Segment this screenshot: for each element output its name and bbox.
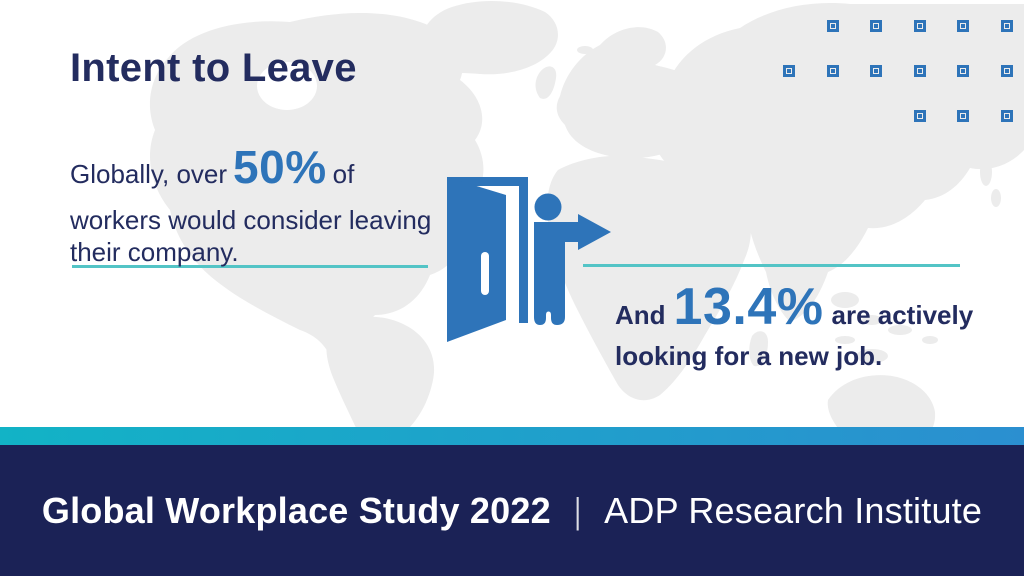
page-title: Intent to Leave bbox=[70, 46, 357, 90]
stat-left-line2: workers would consider leaving bbox=[70, 205, 432, 235]
decor-square-icon bbox=[1000, 110, 1013, 122]
stat-right-value: 13.4% bbox=[673, 278, 824, 336]
stat-consider-leaving: Globally, over 50% of workers would consid… bbox=[70, 142, 450, 268]
stat-left-line1: Globally, over 50% of bbox=[70, 142, 450, 204]
decor-square-icon bbox=[957, 65, 969, 77]
door-frame-shape bbox=[447, 177, 528, 323]
stat-left-line3: their company. bbox=[70, 237, 239, 267]
divider-line-left bbox=[72, 265, 428, 268]
stat-right-line1: And 13.4% are actively bbox=[615, 281, 1015, 343]
person-body-shape bbox=[534, 222, 565, 325]
footer-org: ADP Research Institute bbox=[604, 489, 983, 531]
stat-right-pre: And bbox=[615, 300, 666, 330]
decor-square-icon bbox=[957, 20, 969, 32]
stat-actively-looking: And 13.4% are actively looking for a new j… bbox=[615, 281, 1015, 371]
divider-line-right bbox=[583, 264, 960, 267]
door-panel-shape bbox=[447, 177, 506, 342]
decor-squares bbox=[783, 20, 1024, 155]
decor-square-icon bbox=[1000, 65, 1013, 77]
stat-right-line2: looking for a new job. bbox=[615, 341, 883, 371]
person-exiting-door-icon bbox=[447, 177, 611, 342]
decor-square-icon bbox=[826, 20, 839, 32]
decor-square-icon bbox=[913, 110, 926, 122]
decor-square-icon bbox=[913, 20, 926, 32]
stat-left-value: 50% bbox=[233, 141, 327, 193]
decor-square-icon bbox=[870, 20, 882, 32]
door-handle-shape bbox=[481, 252, 489, 295]
stat-right-post: are actively bbox=[831, 300, 974, 330]
footer-study-title: Global Workplace Study 2022 bbox=[41, 489, 551, 531]
decor-square-icon bbox=[957, 110, 969, 122]
person-head-shape bbox=[534, 193, 562, 221]
decor-square-icon bbox=[913, 65, 926, 77]
gradient-divider-bar bbox=[0, 427, 1024, 445]
stat-left-pre: Globally, over bbox=[70, 159, 228, 189]
decor-square-icon bbox=[870, 65, 882, 77]
footer-divider: | bbox=[574, 489, 581, 531]
footer-bar: Global Workplace Study 2022 | ADP Resear… bbox=[0, 445, 1024, 576]
decor-square-icon bbox=[826, 65, 839, 77]
decor-square-icon bbox=[783, 65, 795, 77]
decor-square-icon bbox=[1000, 20, 1013, 32]
stat-left-post: of bbox=[332, 159, 355, 189]
